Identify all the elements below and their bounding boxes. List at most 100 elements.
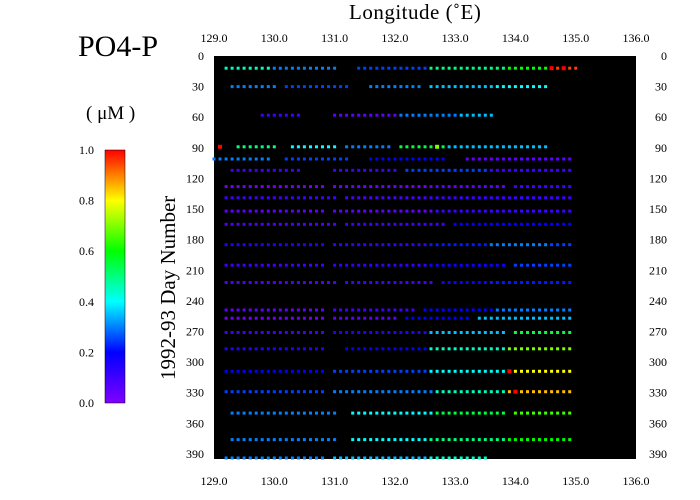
data-point xyxy=(459,308,463,312)
y-tick-right: 270 xyxy=(649,324,667,338)
data-point xyxy=(266,209,270,213)
data-point xyxy=(417,316,421,320)
data-point xyxy=(315,185,318,189)
data-point xyxy=(321,209,324,213)
data-point xyxy=(242,222,246,226)
data-point xyxy=(230,316,234,320)
data-point xyxy=(574,66,578,70)
data-point xyxy=(520,243,523,247)
data-point xyxy=(236,316,240,320)
data-point xyxy=(417,347,421,351)
data-point xyxy=(459,113,463,117)
data-point xyxy=(315,243,318,247)
data-point xyxy=(562,157,566,161)
data-point xyxy=(230,185,234,189)
data-point xyxy=(526,390,529,394)
data-point xyxy=(387,456,391,460)
data-point xyxy=(513,66,517,70)
data-point xyxy=(363,196,367,200)
data-point xyxy=(236,185,240,189)
data-point xyxy=(477,411,481,415)
data-point xyxy=(562,369,566,373)
data-point xyxy=(495,209,499,213)
data-point xyxy=(309,185,312,189)
data-point xyxy=(236,369,240,373)
y-tick-left: 90 xyxy=(192,141,204,155)
data-point xyxy=(345,369,349,373)
data-point xyxy=(507,66,511,70)
data-point xyxy=(296,438,300,442)
data-point xyxy=(501,145,505,149)
data-point xyxy=(441,263,445,267)
data-point xyxy=(339,456,343,460)
x-tick-top: 129.0 xyxy=(201,31,228,45)
data-point xyxy=(495,347,499,351)
data-point xyxy=(266,331,270,334)
data-point xyxy=(284,456,288,460)
data-point xyxy=(278,411,282,415)
data-point xyxy=(459,85,463,89)
data-point xyxy=(369,145,373,149)
data-point xyxy=(369,411,373,415)
data-point xyxy=(538,157,541,161)
data-point xyxy=(417,222,421,226)
data-point xyxy=(429,456,433,460)
data-point xyxy=(501,263,505,267)
data-point xyxy=(357,113,361,117)
data-point xyxy=(417,185,421,189)
data-point xyxy=(242,390,246,394)
data-point xyxy=(284,347,288,351)
data-point xyxy=(290,185,294,189)
data-point xyxy=(309,308,312,312)
data-point xyxy=(284,209,288,213)
data-point xyxy=(520,316,523,320)
data-point xyxy=(254,145,258,149)
data-point xyxy=(495,369,499,373)
colorbar-tick: 1.0 xyxy=(79,143,94,157)
data-point xyxy=(447,209,451,213)
data-point xyxy=(393,308,397,312)
data-point xyxy=(333,85,337,89)
data-point xyxy=(507,209,511,213)
data-point xyxy=(411,113,415,117)
data-point xyxy=(513,389,518,394)
data-point xyxy=(459,263,463,267)
data-point xyxy=(278,390,282,394)
data-point xyxy=(562,222,566,226)
data-point xyxy=(465,347,469,351)
data-point xyxy=(483,157,487,161)
data-point xyxy=(272,66,276,70)
data-point xyxy=(363,281,367,284)
data-point xyxy=(230,196,234,200)
data-point xyxy=(477,316,481,320)
data-point xyxy=(477,157,481,161)
data-point xyxy=(405,308,409,312)
data-point xyxy=(435,85,439,89)
data-point xyxy=(520,145,523,149)
data-point xyxy=(260,456,264,460)
data-point xyxy=(290,113,294,117)
data-point xyxy=(423,157,427,161)
data-point xyxy=(405,85,409,89)
data-point xyxy=(375,263,379,267)
data-point xyxy=(399,85,403,89)
data-point xyxy=(242,308,246,312)
data-point xyxy=(550,263,554,267)
data-point xyxy=(357,209,361,213)
data-point xyxy=(501,157,505,161)
data-point xyxy=(266,411,270,415)
data-point xyxy=(550,411,554,415)
data-point xyxy=(296,222,300,226)
data-point xyxy=(435,196,439,200)
x-tick-bottom: 130.0 xyxy=(261,474,288,488)
data-point xyxy=(236,347,240,351)
data-point xyxy=(417,66,421,70)
data-point xyxy=(278,243,282,247)
data-point xyxy=(315,347,318,351)
data-point xyxy=(278,209,282,213)
y-tick-left: 300 xyxy=(186,355,204,369)
data-point xyxy=(513,196,517,200)
data-point xyxy=(387,168,391,172)
data-point xyxy=(550,243,554,247)
data-point xyxy=(230,281,234,284)
